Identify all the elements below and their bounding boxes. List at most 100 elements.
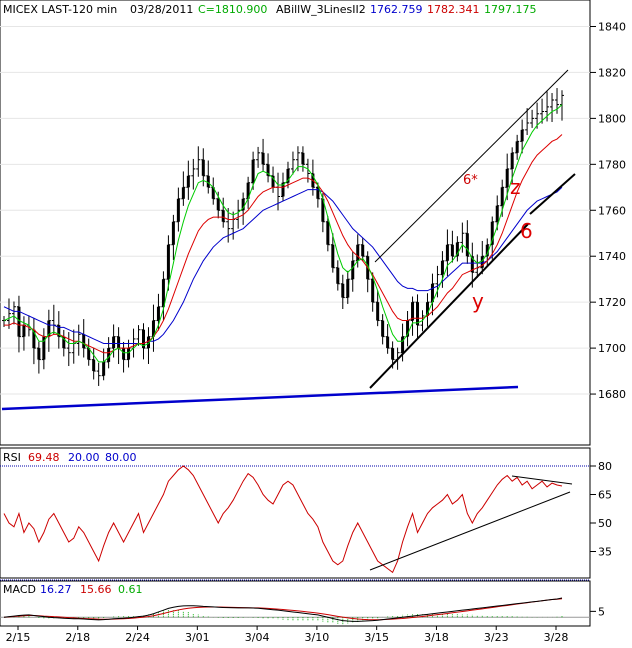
blue-average-line — [3, 186, 563, 345]
header-date: 03/28/2011 — [130, 3, 193, 16]
price-candle-body — [430, 283, 434, 303]
price-candle-body — [406, 320, 410, 337]
price-candle-body — [47, 320, 51, 337]
x-tick-label: 2/24 — [125, 631, 150, 644]
x-tick-label: 3/10 — [305, 631, 330, 644]
price-candle-body — [171, 221, 175, 245]
price-candle-body — [22, 325, 26, 337]
price-candle-body — [331, 244, 335, 268]
price-candle-body — [42, 336, 46, 360]
price-tick-label: 1760 — [598, 204, 626, 217]
macd-line — [3, 597, 563, 622]
x-tick-label: 3/01 — [185, 631, 210, 644]
price-candle-body — [391, 348, 395, 360]
rsi-tick-label: 35 — [598, 546, 612, 559]
rsi-line — [3, 465, 563, 574]
header-value-blue: 1762.759 — [370, 3, 423, 16]
price-candle-body — [87, 348, 91, 360]
price-candle-body — [181, 187, 185, 199]
price-candle-body — [455, 242, 459, 257]
price-candle-body — [156, 306, 160, 321]
price-candle-body — [445, 244, 449, 261]
price-candle-body — [62, 336, 66, 349]
x-tick-label: 2/15 — [6, 631, 31, 644]
price-tick-label: 1680 — [598, 388, 626, 401]
price-candle-body — [37, 348, 41, 360]
price-candle-body — [485, 244, 489, 257]
x-tick-label: 3/28 — [544, 631, 569, 644]
price-candle-body — [411, 302, 415, 321]
macd-value: 16.27 — [40, 583, 72, 596]
rsi-tick-label: 65 — [598, 489, 612, 502]
price-candle-body — [82, 334, 86, 349]
price-candle-body — [127, 348, 131, 360]
price-candle-body — [206, 175, 210, 188]
price-candle-body — [515, 141, 519, 153]
price-candle-body — [386, 336, 390, 349]
price-candle-body — [17, 306, 21, 337]
header-value-red: 1782.341 — [427, 3, 480, 16]
price-candle-body — [316, 187, 320, 199]
x-tick-label: 3/15 — [364, 631, 389, 644]
price-candle-body — [425, 302, 429, 316]
price-candle-body — [251, 159, 255, 183]
rsi-trend-line — [369, 491, 571, 571]
x-tick-label: 2/18 — [65, 631, 90, 644]
price-candle-body — [321, 198, 325, 222]
price-candle-body — [416, 302, 420, 326]
price-candle-body — [465, 233, 469, 257]
price-candle-body — [470, 256, 474, 273]
rsi-label: RSI — [3, 451, 21, 464]
annotation-6star: 6* — [463, 173, 478, 188]
wave6-line — [529, 173, 576, 215]
price-tick-label: 1740 — [598, 250, 626, 263]
upper-channel-line — [374, 69, 569, 263]
rsi-tick-label: 80 — [598, 460, 612, 473]
price-candle-body — [57, 325, 61, 337]
price-candle-body — [151, 320, 155, 337]
price-tick-label: 1820 — [598, 66, 626, 79]
header-value-green: 1797.175 — [484, 3, 537, 16]
rsi-panel — [0, 447, 591, 579]
price-candle-body — [490, 221, 494, 245]
price-candle-body — [176, 198, 180, 222]
price-candle-body — [281, 182, 285, 197]
uptrend-line — [369, 223, 529, 389]
red-average-line — [4, 134, 563, 354]
price-candle-body — [286, 168, 290, 183]
x-tick-label: 3/23 — [484, 631, 509, 644]
price-candle-body — [266, 164, 270, 176]
price-tick-label: 1720 — [598, 296, 626, 309]
price-candle-body — [216, 198, 220, 211]
price-candle-body — [356, 244, 360, 261]
price-candle-body — [117, 336, 121, 349]
rsi-top-line — [511, 475, 573, 485]
macd-signal-value: 15.66 — [80, 583, 112, 596]
price-tick-label: 1780 — [598, 158, 626, 171]
price-candle-body — [161, 279, 165, 307]
price-candle-body — [246, 182, 250, 199]
price-candle-body — [351, 260, 355, 280]
macd-signal-line — [3, 598, 563, 621]
price-candle-body — [361, 244, 365, 257]
price-candle-body — [505, 168, 509, 188]
price-candle-body — [102, 361, 106, 376]
price-candle-body — [450, 244, 454, 257]
price-candle-body — [401, 336, 405, 353]
header-close: C=1810.900 — [198, 3, 267, 16]
x-tick-label: 3/04 — [245, 631, 270, 644]
price-candle-body — [326, 221, 330, 245]
price-candle-body — [510, 152, 514, 169]
price-candle-body — [221, 210, 225, 222]
header-indicator: ABillW_3LinesII2 — [276, 3, 366, 16]
macd-hist-value: 0.61 — [118, 583, 143, 596]
rsi-high: 80.00 — [105, 451, 137, 464]
price-candle-body — [261, 152, 265, 165]
price-candle-body — [107, 348, 111, 362]
annotation-z: z — [510, 175, 521, 199]
header-symbol: MICEX LAST-120 min — [3, 3, 117, 16]
rsi-value: 69.48 — [28, 451, 60, 464]
price-candle-body — [92, 359, 96, 372]
support-line — [1, 385, 519, 411]
macd-label: MACD — [3, 583, 36, 596]
